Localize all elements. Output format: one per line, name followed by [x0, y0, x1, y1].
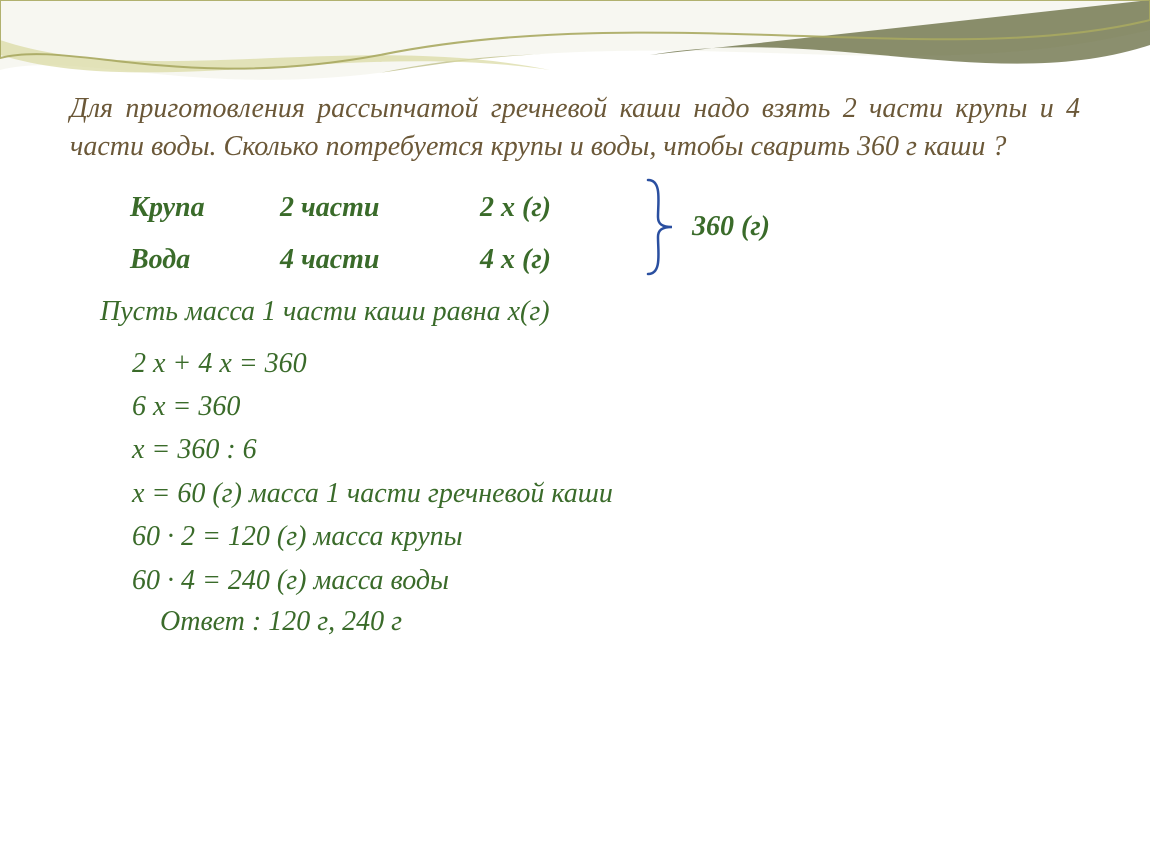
- setup-label: Вода: [130, 244, 280, 276]
- step-line: 60 · 2 = 120 (г) масса крупы: [132, 515, 1080, 558]
- setup-row-voda: Вода 4 части 4 х (г): [130, 244, 1080, 276]
- setup-row-krupa: Крупа 2 части 2 х (г): [130, 192, 1080, 224]
- setup-block: Крупа 2 части 2 х (г) Вода 4 части 4 х (…: [130, 192, 1080, 276]
- setup-label: Крупа: [130, 192, 280, 224]
- setup-parts: 2 части: [280, 192, 480, 224]
- step-line: 60 · 4 = 240 (г) масса воды: [132, 559, 1080, 602]
- step-line: х = 60 (г) масса 1 части гречневой каши: [132, 472, 1080, 515]
- step-line: 6 х = 360: [132, 385, 1080, 428]
- answer-line: Ответ : 120 г, 240 г: [160, 606, 1080, 638]
- let-line: Пусть масса 1 части каши равна х(г): [100, 296, 1080, 328]
- solution-steps: 2 х + 4 х = 360 6 х = 360 х = 360 : 6 х …: [132, 342, 1080, 602]
- setup-expr: 4 х (г): [480, 244, 640, 276]
- setup-parts: 4 части: [280, 244, 480, 276]
- setup-expr: 2 х (г): [480, 192, 640, 224]
- step-line: 2 х + 4 х = 360: [132, 342, 1080, 385]
- setup-total: 360 (г): [692, 211, 770, 243]
- problem-statement: Для приготовления рассыпчатой гречневой …: [70, 90, 1080, 166]
- brace-icon: [640, 172, 680, 282]
- step-line: х = 360 : 6: [132, 428, 1080, 471]
